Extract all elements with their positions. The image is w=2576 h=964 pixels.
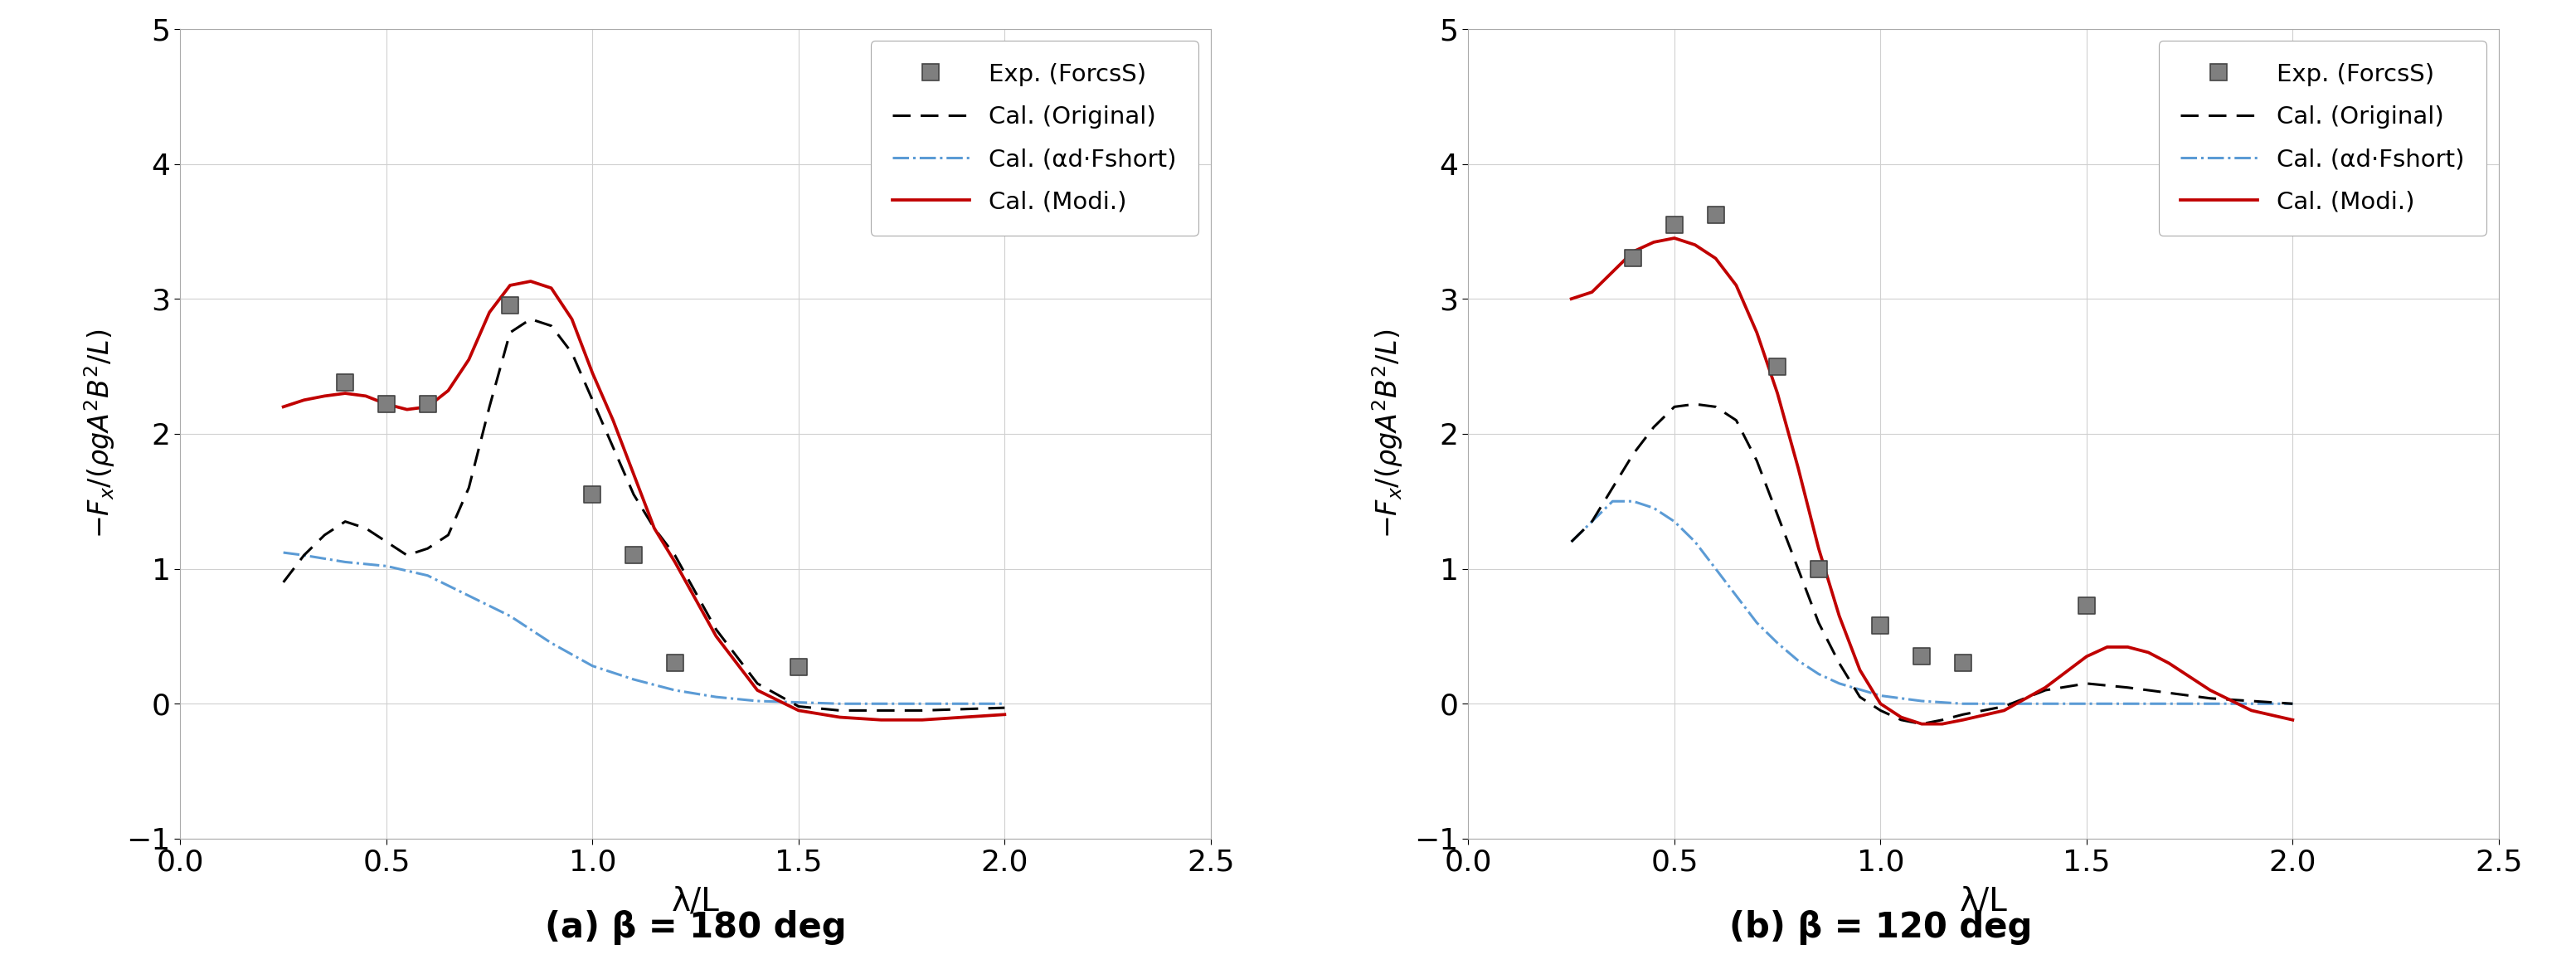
Point xyxy=(1860,618,1901,633)
Point xyxy=(654,656,696,671)
Point xyxy=(2066,598,2107,613)
Legend: Exp. (ForcsS), Cal. (Original), Cal. (αd·Fshort), Cal. (Modi.): Exp. (ForcsS), Cal. (Original), Cal. (αd… xyxy=(871,41,1198,235)
X-axis label: λ/L: λ/L xyxy=(1960,886,2007,918)
Text: (a) β = 180 deg: (a) β = 180 deg xyxy=(544,910,848,945)
Point xyxy=(572,487,613,502)
Point xyxy=(1757,359,1798,374)
Point xyxy=(1901,649,1942,664)
Point xyxy=(1942,656,1984,671)
Point xyxy=(1798,561,1839,576)
Point xyxy=(1695,207,1736,223)
Point xyxy=(1654,217,1695,232)
Y-axis label: $-F_x/(\rho g A^2 B^2/L)$: $-F_x/(\rho g A^2 B^2/L)$ xyxy=(82,329,116,539)
Point xyxy=(613,548,654,563)
Point xyxy=(325,375,366,390)
Y-axis label: $-F_x/(\rho g A^2 B^2/L)$: $-F_x/(\rho g A^2 B^2/L)$ xyxy=(1370,329,1404,539)
Point xyxy=(489,298,531,313)
Point xyxy=(778,659,819,675)
Text: (b) β = 120 deg: (b) β = 120 deg xyxy=(1728,910,2032,945)
X-axis label: λ/L: λ/L xyxy=(672,886,719,918)
Point xyxy=(366,396,407,412)
Point xyxy=(1613,251,1654,266)
Legend: Exp. (ForcsS), Cal. (Original), Cal. (αd·Fshort), Cal. (Modi.): Exp. (ForcsS), Cal. (Original), Cal. (αd… xyxy=(2159,41,2486,235)
Point xyxy=(407,396,448,412)
